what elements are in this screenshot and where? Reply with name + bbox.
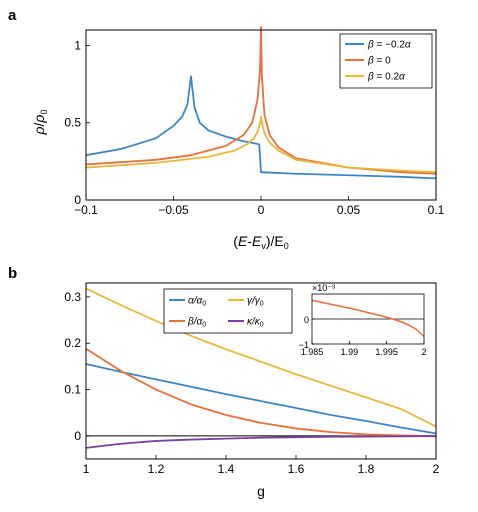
- panel-b-xtick-label: 1.2: [148, 462, 165, 476]
- panel-a-series-line-2: [85, 115, 437, 174]
- panel-b-ytick-label: 0.2: [64, 336, 81, 350]
- inset-xtick-label: 1.985: [301, 347, 324, 357]
- panel-b-ytick-label: 0.3: [64, 290, 81, 304]
- panel-b-legend-entry: κ/κ0: [247, 317, 264, 329]
- panel-a-xtick-label: 0: [258, 203, 265, 217]
- panel-a-label: a: [8, 7, 17, 24]
- panel-b-frame: [85, 282, 437, 460]
- panel-b-legend-entry: γ/γ0: [247, 296, 264, 308]
- panel-a-legend-entry: β = 0: [367, 56, 391, 67]
- inset-series-line-0: [311, 299, 425, 338]
- panel-b-series: [85, 287, 437, 449]
- panel-a-frame: [85, 29, 437, 201]
- panel-a-series-line-1: [85, 26, 437, 175]
- panel-a-ytick-label: 0.5: [64, 116, 81, 130]
- panel-b-xlabel: g: [257, 483, 265, 499]
- panel-b-xtick-label: 1.8: [358, 462, 375, 476]
- inset-multiplier: ×10⁻³: [312, 283, 335, 293]
- panel-b-xtick-label: 1.6: [288, 462, 305, 476]
- inset-background: [300, 289, 432, 355]
- panel-b-legend-box: [163, 288, 293, 334]
- panel-b-xtick-label: 1.4: [218, 462, 235, 476]
- panel-a-ylabel: ρ/ρ0: [31, 110, 49, 136]
- panel-b-legend-entry: β/α0: [187, 317, 206, 329]
- panel-a-ytick-label: 0: [74, 193, 81, 207]
- panel-a-series-line-0: [85, 75, 437, 180]
- panel-a-xtick-label: 0.05: [337, 203, 361, 217]
- panel-a-legend-entry: β = −0.2α: [367, 40, 411, 51]
- panel-a-legend-entry: β = 0.2α: [367, 72, 405, 83]
- panel-b: b 1 1.2 1.4 1.6 1.8 2 0 0.1 0.2 0.3 α/α0 γ/γ0 β/α0 κ…: [8, 265, 440, 499]
- panel-b-legend-entry: α/α0: [188, 296, 206, 308]
- panel-b-xtick-label: 1: [83, 462, 90, 476]
- inset-series: [311, 299, 425, 338]
- panel-b-inset: 1.985 1.99 1.995 2 −1 0 ×10⁻³: [299, 283, 432, 357]
- inset-frame: [311, 293, 425, 345]
- panel-a-series: [85, 26, 437, 180]
- panel-b-series-line-3: [85, 435, 437, 449]
- inset-xtick-label: 1.99: [341, 347, 359, 357]
- inset-ytick-label: 0: [304, 315, 309, 325]
- panel-a-legend: β = −0.2α β = 0 β = 0.2α: [339, 33, 433, 89]
- panel-a-xtick-label: −0.05: [158, 203, 189, 217]
- inset-xtick-label: 2: [421, 347, 426, 357]
- panel-a-ticks: −0.1 −0.05 0 0.05 0.1 0 0.5 1: [64, 38, 444, 217]
- panel-b-series-line-1: [85, 287, 437, 428]
- panel-b-ytick-label: 0: [74, 429, 81, 443]
- panel-b-series-line-2: [85, 348, 437, 438]
- panel-a-xtick-label: −0.1: [74, 203, 98, 217]
- panel-b-ytick-label: 0.1: [64, 383, 81, 397]
- panel-b-xtick-label: 2: [433, 462, 440, 476]
- panel-b-series-line-0: [85, 363, 437, 435]
- inset-ytick-label: −1: [299, 340, 309, 350]
- inset-xtick-label: 1.995: [375, 347, 398, 357]
- panel-b-ticks: 1 1.2 1.4 1.6 1.8 2 0 0.1 0.2 0.3: [64, 290, 439, 476]
- panel-a-xtick-label: 0.1: [428, 203, 445, 217]
- panel-a-ytick-label: 1: [74, 38, 81, 52]
- panel-b-legend: α/α0 γ/γ0 β/α0 κ/κ0: [163, 288, 293, 334]
- panel-b-label: b: [8, 265, 17, 282]
- panel-a-xlabel: (E-Ev)/E0: [233, 233, 288, 251]
- panel-a: a −0.1 −0.05 0 0.05 0.100.51 β = −0.2αβ = 0β…: [8, 7, 445, 251]
